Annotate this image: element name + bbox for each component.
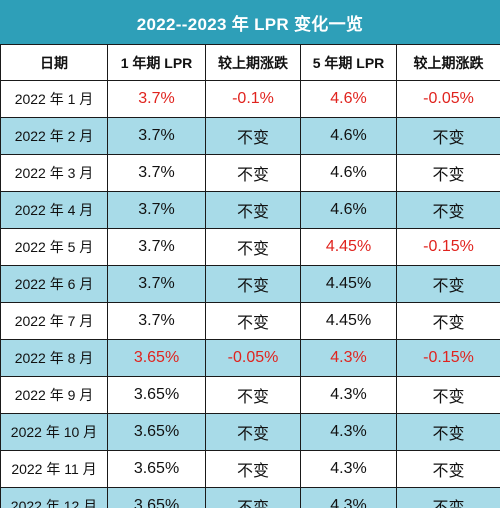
cell-lpr-1y: 3.7% xyxy=(107,302,206,340)
cell-change-1y: 不变 xyxy=(205,154,301,192)
table-row: 2022 年 8 月 3.65% -0.05% 4.3% -0.15% xyxy=(0,339,500,377)
cell-date: 2022 年 3 月 xyxy=(0,154,108,192)
header-date: 日期 xyxy=(0,44,108,81)
cell-lpr-5y: 4.6% xyxy=(300,117,397,155)
cell-date: 2022 年 1 月 xyxy=(0,80,108,118)
cell-change-5y: 不变 xyxy=(396,265,500,303)
cell-lpr-5y: 4.3% xyxy=(300,413,397,451)
cell-change-1y: 不变 xyxy=(205,376,301,414)
cell-lpr-5y: 4.3% xyxy=(300,376,397,414)
cell-date: 2022 年 2 月 xyxy=(0,117,108,155)
cell-lpr-1y: 3.7% xyxy=(107,154,206,192)
cell-lpr-5y: 4.6% xyxy=(300,154,397,192)
table-row: 2022 年 7 月 3.7% 不变 4.45% 不变 xyxy=(0,302,500,340)
cell-lpr-1y: 3.65% xyxy=(107,413,206,451)
cell-change-5y: 不变 xyxy=(396,302,500,340)
cell-lpr-5y: 4.6% xyxy=(300,80,397,118)
header-row: 日期 1 年期 LPR 较上期涨跌 5 年期 LPR 较上期涨跌 xyxy=(0,44,500,81)
cell-change-5y: 不变 xyxy=(396,487,500,508)
cell-change-1y: 不变 xyxy=(205,302,301,340)
cell-change-5y: 不变 xyxy=(396,376,500,414)
table-title: 2022--2023 年 LPR 变化一览 xyxy=(0,0,500,44)
cell-lpr-1y: 3.65% xyxy=(107,450,206,488)
cell-lpr-5y: 4.45% xyxy=(300,302,397,340)
lpr-table: 日期 1 年期 LPR 较上期涨跌 5 年期 LPR 较上期涨跌 2022 年 … xyxy=(0,44,500,508)
cell-change-1y: 不变 xyxy=(205,487,301,508)
header-change-5y: 较上期涨跌 xyxy=(396,44,500,81)
header-lpr-1y: 1 年期 LPR xyxy=(107,44,206,81)
cell-change-5y: 不变 xyxy=(396,117,500,155)
cell-lpr-1y: 3.65% xyxy=(107,487,206,508)
cell-date: 2022 年 9 月 xyxy=(0,376,108,414)
table-row: 2022 年 6 月 3.7% 不变 4.45% 不变 xyxy=(0,265,500,303)
cell-change-1y: 不变 xyxy=(205,450,301,488)
table-row: 2022 年 5 月 3.7% 不变 4.45% -0.15% xyxy=(0,228,500,266)
cell-change-5y: 不变 xyxy=(396,450,500,488)
cell-lpr-1y: 3.65% xyxy=(107,339,206,377)
cell-lpr-5y: 4.6% xyxy=(300,191,397,229)
cell-lpr-1y: 3.7% xyxy=(107,191,206,229)
cell-date: 2022 年 10 月 xyxy=(0,413,108,451)
cell-lpr-1y: 3.65% xyxy=(107,376,206,414)
cell-lpr-1y: 3.7% xyxy=(107,228,206,266)
table-header: 日期 1 年期 LPR 较上期涨跌 5 年期 LPR 较上期涨跌 xyxy=(0,44,500,81)
cell-date: 2022 年 7 月 xyxy=(0,302,108,340)
cell-lpr-1y: 3.7% xyxy=(107,80,206,118)
cell-date: 2022 年 12 月 xyxy=(0,487,108,508)
cell-change-1y: -0.1% xyxy=(205,80,301,118)
table-row: 2022 年 3 月 3.7% 不变 4.6% 不变 xyxy=(0,154,500,192)
cell-change-5y: -0.05% xyxy=(396,80,500,118)
cell-lpr-5y: 4.3% xyxy=(300,339,397,377)
cell-lpr-5y: 4.3% xyxy=(300,450,397,488)
header-change-1y: 较上期涨跌 xyxy=(205,44,301,81)
cell-lpr-5y: 4.3% xyxy=(300,487,397,508)
table-row: 2022 年 11 月 3.65% 不变 4.3% 不变 xyxy=(0,450,500,488)
cell-lpr-5y: 4.45% xyxy=(300,265,397,303)
table-row: 2022 年 2 月 3.7% 不变 4.6% 不变 xyxy=(0,117,500,155)
cell-lpr-1y: 3.7% xyxy=(107,265,206,303)
table-row: 2022 年 9 月 3.65% 不变 4.3% 不变 xyxy=(0,376,500,414)
cell-change-5y: 不变 xyxy=(396,154,500,192)
table-row: 2022 年 10 月 3.65% 不变 4.3% 不变 xyxy=(0,413,500,451)
cell-change-1y: 不变 xyxy=(205,228,301,266)
table-row: 2022 年 4 月 3.7% 不变 4.6% 不变 xyxy=(0,191,500,229)
cell-change-1y: 不变 xyxy=(205,191,301,229)
cell-change-1y: 不变 xyxy=(205,117,301,155)
cell-lpr-5y: 4.45% xyxy=(300,228,397,266)
cell-change-1y: 不变 xyxy=(205,413,301,451)
cell-date: 2022 年 8 月 xyxy=(0,339,108,377)
cell-lpr-1y: 3.7% xyxy=(107,117,206,155)
cell-change-5y: 不变 xyxy=(396,191,500,229)
cell-change-1y: -0.05% xyxy=(205,339,301,377)
cell-change-5y: -0.15% xyxy=(396,339,500,377)
cell-change-5y: -0.15% xyxy=(396,228,500,266)
header-lpr-5y: 5 年期 LPR xyxy=(300,44,397,81)
cell-change-5y: 不变 xyxy=(396,413,500,451)
cell-date: 2022 年 11 月 xyxy=(0,450,108,488)
cell-date: 2022 年 4 月 xyxy=(0,191,108,229)
cell-date: 2022 年 6 月 xyxy=(0,265,108,303)
table-row: 2022 年 1 月 3.7% -0.1% 4.6% -0.05% xyxy=(0,80,500,118)
cell-date: 2022 年 5 月 xyxy=(0,228,108,266)
cell-change-1y: 不变 xyxy=(205,265,301,303)
table-row: 2022 年 12 月3.65%不变4.3%不变 xyxy=(0,487,500,508)
